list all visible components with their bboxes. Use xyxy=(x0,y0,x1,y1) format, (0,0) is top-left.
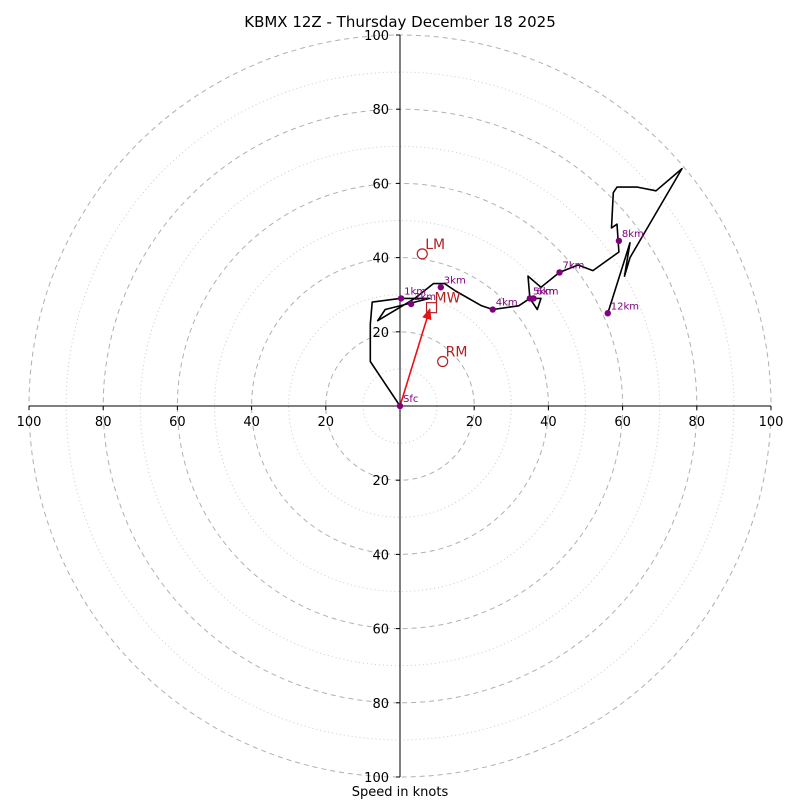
height-marker-8km xyxy=(615,237,623,245)
height-label-8km: 8km xyxy=(622,229,644,240)
hodograph-trace xyxy=(369,167,683,407)
y-tick-label: 20 xyxy=(372,474,389,489)
height-label-1km: 1km xyxy=(404,286,426,297)
x-tick-label: 40 xyxy=(540,415,557,430)
y-tick-label: 20 xyxy=(372,326,389,341)
height-marker-sfc xyxy=(396,402,404,410)
x-tick-label: 100 xyxy=(759,415,784,430)
motion-label-lm: LM xyxy=(425,237,445,253)
chart-title: KBMX 12Z - Thursday December 18 2025 xyxy=(244,13,556,31)
motion-marker-rm xyxy=(437,355,449,368)
height-marker-2km xyxy=(407,300,415,308)
height-label-7km: 7km xyxy=(563,260,585,271)
height-marker-4km xyxy=(489,306,496,313)
x-axis-label: Speed in knots xyxy=(352,785,449,800)
y-tick-label: 60 xyxy=(372,177,389,192)
y-tick-label: 80 xyxy=(372,103,389,118)
height-label-3km: 3km xyxy=(444,275,466,286)
y-tick-label: 60 xyxy=(372,623,389,638)
x-tick-label: 40 xyxy=(243,415,260,430)
height-label-4km: 4km xyxy=(496,298,518,309)
height-marker-3km xyxy=(437,284,445,291)
height-label-2km: 2km xyxy=(414,292,436,303)
y-tick-label: 40 xyxy=(372,548,389,563)
height-marker-7km xyxy=(556,269,563,276)
height-marker-1km xyxy=(397,295,405,302)
y-tick-label: 40 xyxy=(372,252,389,267)
tick-labels: 100 100 80 80 60 60 40 40 20 20 20 20 40 40 60 60 80 80 10… xyxy=(17,29,784,786)
height-marker-6km xyxy=(530,295,537,302)
x-tick-label: 80 xyxy=(95,415,112,430)
shear-arrow xyxy=(399,308,432,407)
x-tick-label: 20 xyxy=(466,415,483,430)
motion-marker-mw xyxy=(425,302,438,314)
x-tick-label: 20 xyxy=(318,415,335,430)
x-tick-label: 80 xyxy=(689,415,706,430)
y-tick-label: 80 xyxy=(372,697,389,712)
motion-marker-lm xyxy=(416,248,428,260)
height-label-12km: 12km xyxy=(611,301,639,312)
y-tick-label: 100 xyxy=(364,29,389,44)
motion-label-rm: RM xyxy=(446,344,468,360)
motion-label-mw: MW xyxy=(435,291,461,307)
height-label-sfc: Sfc xyxy=(403,394,418,405)
x-tick-label: 60 xyxy=(169,415,186,430)
x-tick-label: 60 xyxy=(614,415,631,430)
height-marker-12km xyxy=(604,310,611,317)
height-label-6km: 6km xyxy=(537,286,559,297)
height-label-5km: 5km xyxy=(533,286,555,297)
x-tick-label: 100 xyxy=(17,415,42,430)
y-tick-label: 100 xyxy=(364,771,389,786)
